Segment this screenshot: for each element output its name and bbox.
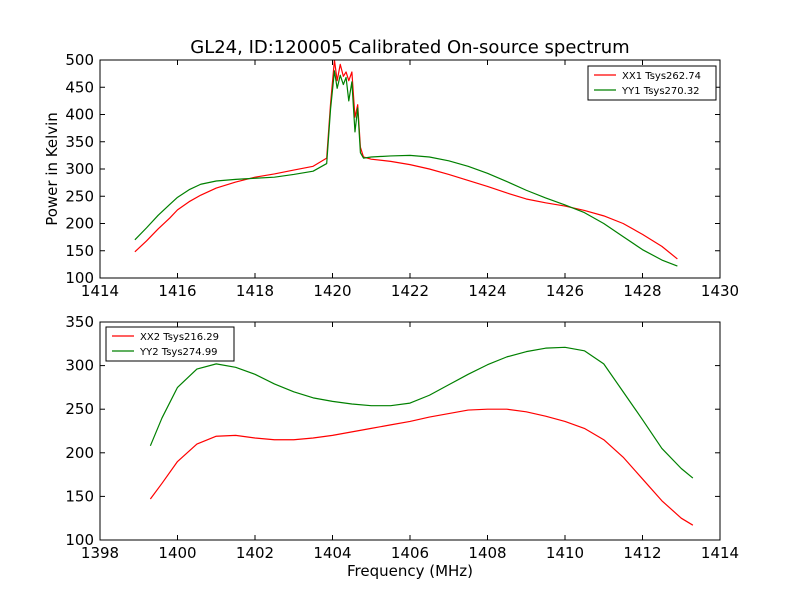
legend-label-2: YY2 Tsys274.99	[139, 347, 218, 358]
y-tick-label: 250	[65, 400, 94, 418]
x-tick-label: 1418	[236, 282, 274, 300]
y-axis-label: Power in Kelvin	[43, 112, 61, 226]
y-tick-label: 100	[65, 269, 94, 287]
x-tick-label: 1400	[158, 544, 196, 562]
y-tick-label: 100	[65, 531, 94, 549]
legend-label-2: YY1 Tsys270.32	[621, 86, 700, 97]
legend-label-1: XX2 Tsys216.29	[140, 332, 219, 343]
y-tick-label: 250	[65, 187, 94, 205]
x-tick-label: 1402	[236, 544, 274, 562]
x-tick-label: 1414	[701, 544, 739, 562]
legend-label-1: XX1 Tsys262.74	[622, 71, 701, 82]
series-line-2	[134, 70, 678, 267]
lower-spectrum-panel: 1398 1400 1402 1404 1406 1408 1410 1412 1414 100 1…	[65, 313, 739, 580]
legend-box	[587, 65, 717, 101]
legend: XX2 Tsys216.29 YY2 Tsys274.99	[105, 326, 235, 362]
y-tick-label: 400	[65, 106, 94, 124]
x-tick-label: 1416	[158, 282, 196, 300]
y-tick-label: 150	[65, 487, 94, 505]
series-line-1	[134, 60, 678, 260]
x-tick-label: 1406	[391, 544, 429, 562]
figure-title: GL24, ID:120005 Calibrated On-source spe…	[190, 37, 629, 58]
x-tick-label: 1414	[81, 282, 119, 300]
x-tick-label: 1404	[313, 544, 351, 562]
y-tick-label: 350	[65, 133, 94, 151]
legend-box	[105, 326, 235, 362]
x-tick-label: 1420	[313, 282, 351, 300]
y-tick-label: 200	[65, 215, 94, 233]
y-tick-label: 500	[65, 51, 94, 69]
x-axis-label: Frequency (MHz)	[347, 562, 473, 580]
x-tick-label: 1424	[468, 282, 506, 300]
x-tick-label: 1408	[468, 544, 506, 562]
x-tick-label: 1410	[546, 544, 584, 562]
series-line-1	[149, 408, 694, 526]
upper-spectrum-panel: 1414 1416 1418 1420 1422 1424 1426 1428 1430 100 1…	[43, 51, 739, 300]
series-line-2	[149, 346, 694, 479]
y-tick-label: 300	[65, 357, 94, 375]
x-tick-label: 1426	[546, 282, 584, 300]
legend: XX1 Tsys262.74 YY1 Tsys270.32	[587, 65, 717, 101]
y-tick-label: 350	[65, 313, 94, 331]
x-tick-label: 1412	[623, 544, 661, 562]
y-tick-label: 300	[65, 160, 94, 178]
x-tick-label: 1428	[623, 282, 661, 300]
x-tick-label: 1398	[81, 544, 119, 562]
x-tick-label: 1422	[391, 282, 429, 300]
y-tick-label: 200	[65, 444, 94, 462]
x-tick-label: 1430	[701, 282, 739, 300]
y-tick-label: 150	[65, 242, 94, 260]
y-tick-label: 450	[65, 78, 94, 96]
